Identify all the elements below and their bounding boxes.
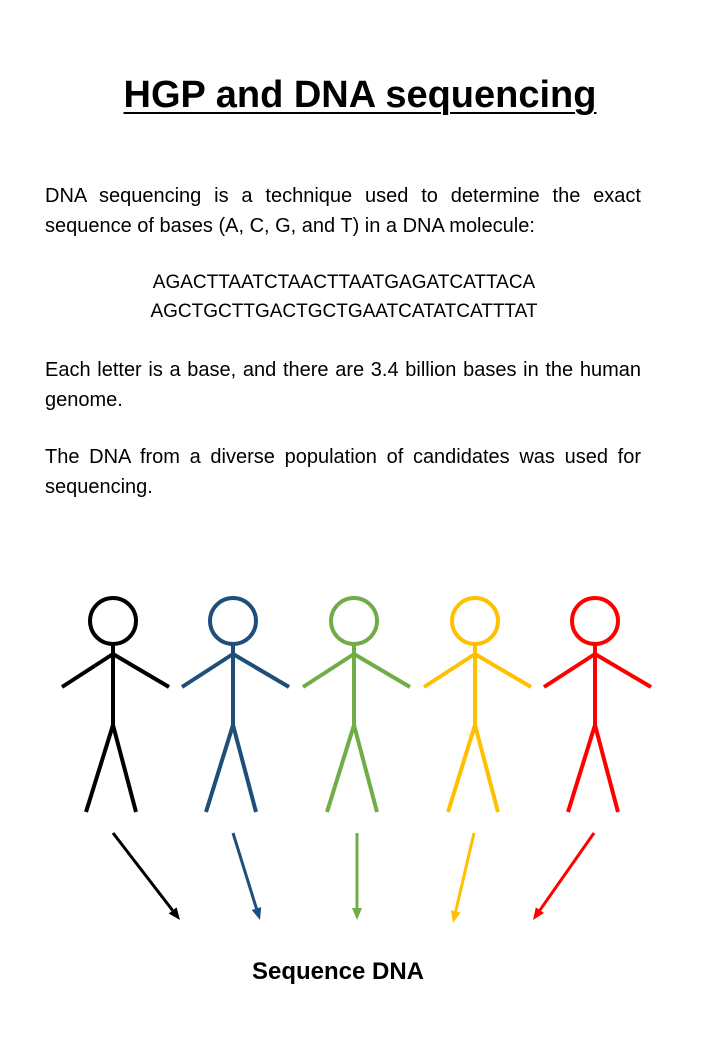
sequence-line-1: AGACTTAATCTAACTTAATGAGATCATTACA bbox=[152, 272, 536, 293]
arrow-shaft bbox=[538, 832, 596, 912]
figure-left-arm bbox=[542, 652, 597, 689]
arrow-head bbox=[251, 907, 262, 920]
figure-head bbox=[329, 596, 379, 646]
figure-left-leg bbox=[566, 724, 597, 813]
figure-head bbox=[88, 596, 138, 646]
sequence-line-2: AGCTGCTTGACTGCTGAATCATATCATTTAT bbox=[150, 301, 538, 322]
figure-left-arm bbox=[180, 652, 235, 689]
sequence-dna-caption: Sequence DNA bbox=[251, 958, 425, 985]
stick-figure-4 bbox=[422, 596, 533, 813]
arrow-head bbox=[450, 910, 461, 923]
figure-left-arm bbox=[422, 652, 477, 689]
stick-figure-2 bbox=[180, 596, 291, 813]
figure-right-arm bbox=[352, 652, 412, 689]
figure-left-leg bbox=[204, 724, 235, 813]
figure-left-arm bbox=[301, 652, 356, 689]
arrow-shaft bbox=[111, 832, 174, 912]
page-title: HGP and DNA sequencing bbox=[123, 74, 597, 116]
arrow-head bbox=[168, 907, 180, 920]
figure-right-leg bbox=[231, 724, 258, 813]
figure-right-leg bbox=[352, 724, 379, 813]
figure-right-leg bbox=[111, 724, 138, 813]
stick-figure-3 bbox=[301, 596, 412, 813]
figure-left-arm bbox=[60, 652, 115, 689]
arrow-shaft bbox=[454, 832, 476, 912]
stick-figure-1 bbox=[60, 596, 171, 813]
figure-head bbox=[450, 596, 500, 646]
population-fact-paragraph: The DNA from a diverse population of can… bbox=[45, 446, 641, 498]
arrow-2 bbox=[231, 832, 262, 920]
arrow-1 bbox=[111, 832, 180, 920]
figure-right-arm bbox=[231, 652, 291, 689]
arrow-shaft bbox=[231, 832, 258, 909]
figure-head bbox=[570, 596, 620, 646]
arrow-head bbox=[352, 908, 362, 920]
figure-left-leg bbox=[325, 724, 356, 813]
arrow-3 bbox=[352, 833, 362, 920]
figure-head bbox=[208, 596, 258, 646]
figure-right-arm bbox=[111, 652, 171, 689]
intro-paragraph: DNA sequencing is a technique used to de… bbox=[45, 185, 641, 237]
arrow-4 bbox=[450, 832, 476, 923]
figure-right-leg bbox=[593, 724, 620, 813]
figure-right-arm bbox=[593, 652, 653, 689]
arrow-head bbox=[533, 907, 544, 920]
arrow-5 bbox=[533, 832, 596, 920]
stick-figure-diagram bbox=[60, 596, 653, 923]
figure-right-arm bbox=[473, 652, 533, 689]
figure-left-leg bbox=[446, 724, 477, 813]
figure-right-leg bbox=[473, 724, 500, 813]
genome-fact-paragraph: Each letter is a base, and there are 3.4… bbox=[45, 359, 641, 411]
stick-figure-5 bbox=[542, 596, 653, 813]
dna-sequence-block: AGACTTAATCTAACTTAATGAGATCATTACA AGCTGCTT… bbox=[0, 268, 688, 326]
figure-left-leg bbox=[84, 724, 115, 813]
